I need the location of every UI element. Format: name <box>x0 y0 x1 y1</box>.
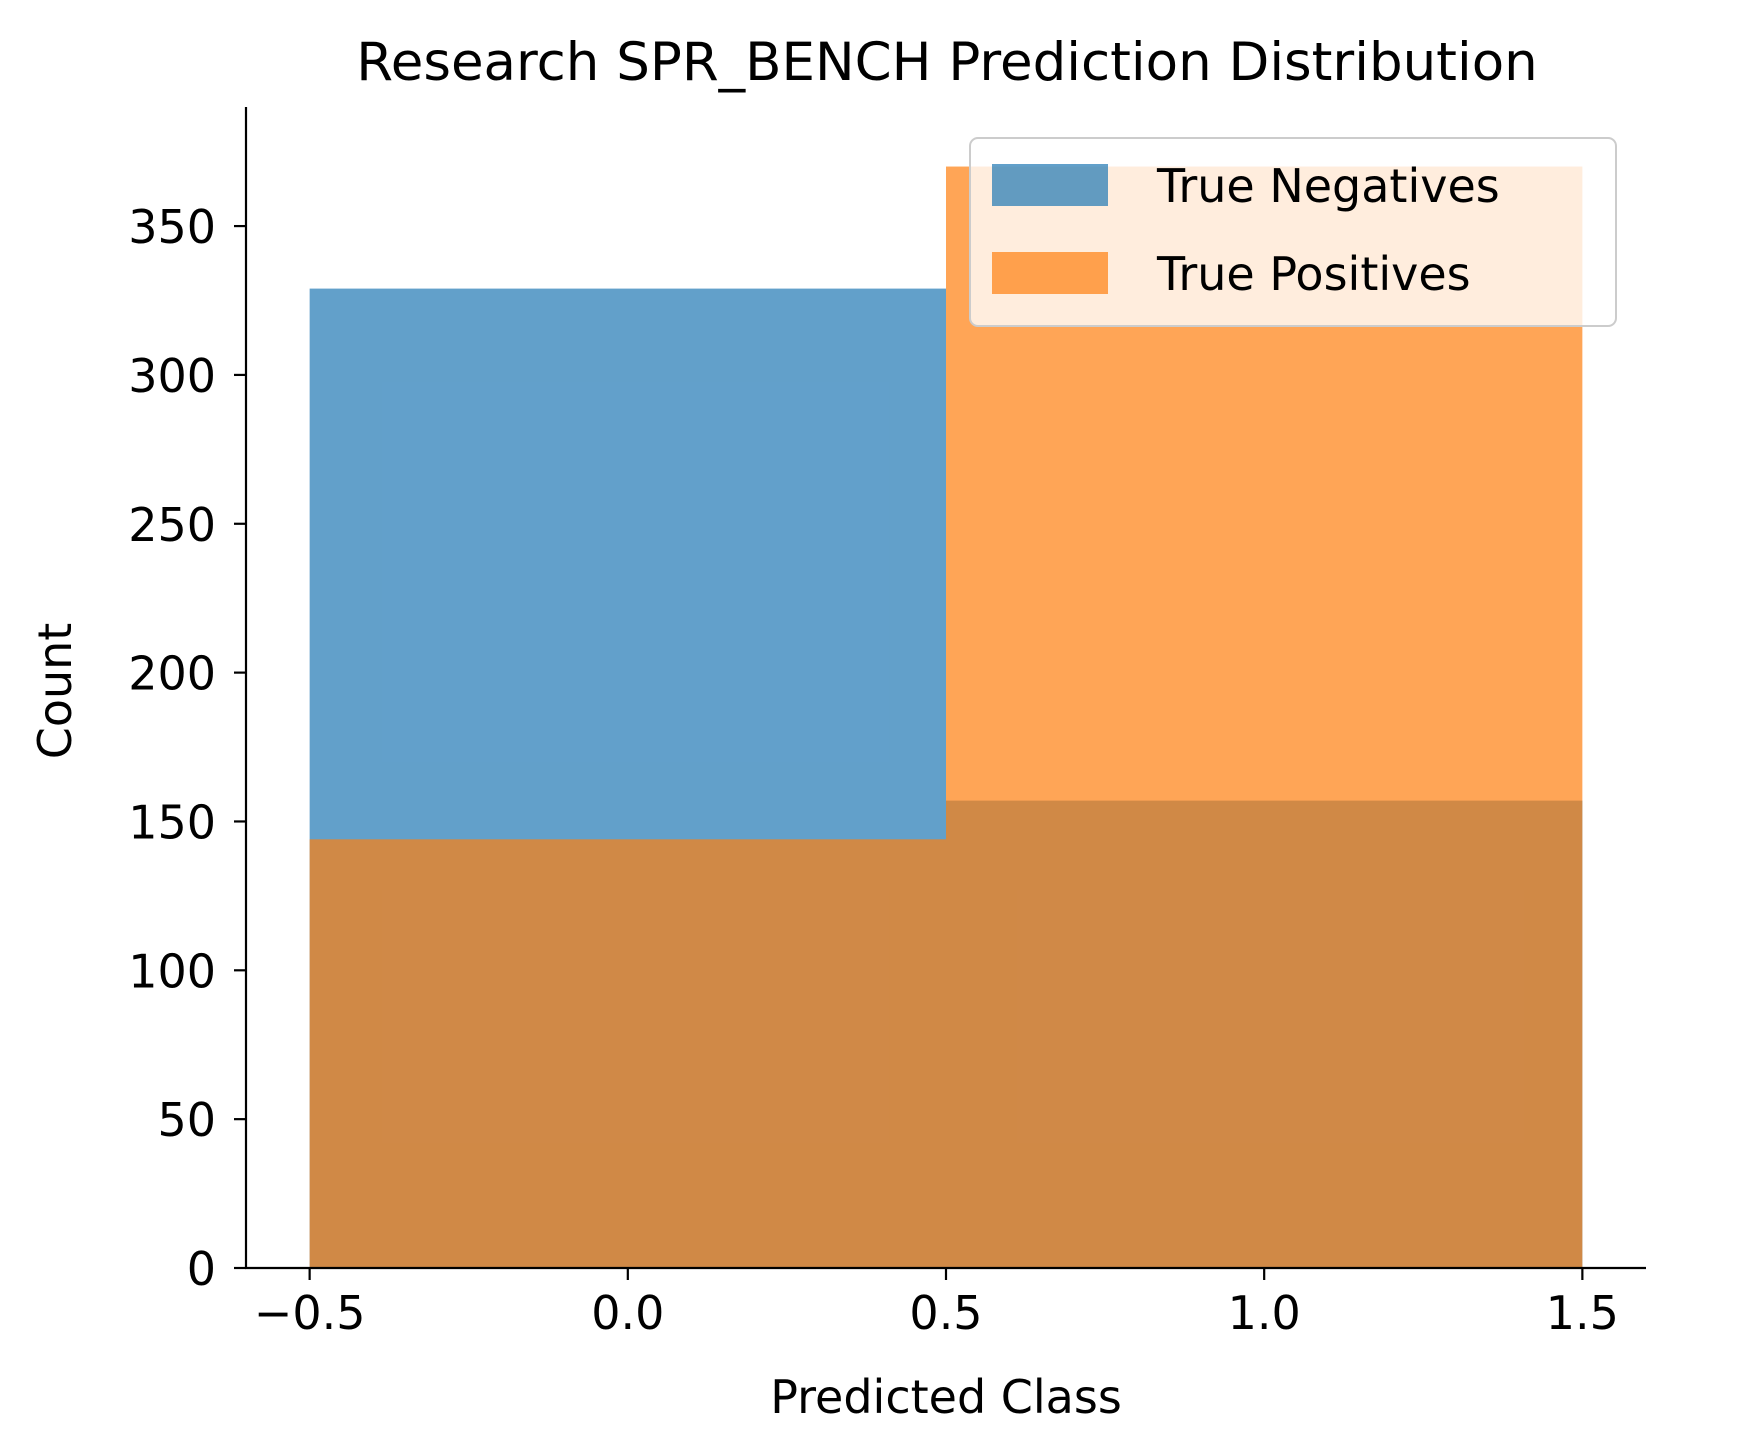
x-tick-label: 1.0 <box>1228 1286 1301 1340</box>
legend-swatch-true-positives <box>992 252 1108 294</box>
chart-title: Research SPR_BENCH Prediction Distributi… <box>356 32 1537 93</box>
x-tick-label: 1.5 <box>1546 1286 1619 1340</box>
x-axis-label: Predicted Class <box>770 1370 1122 1424</box>
x-tick-label: 0.5 <box>909 1286 982 1340</box>
y-tick-label: 350 <box>128 200 216 254</box>
y-tick-label: 150 <box>128 795 216 849</box>
y-tick-label: 300 <box>128 349 216 403</box>
y-tick-label: 0 <box>187 1242 216 1296</box>
x-ticks: −0.5 0.0 0.5 1.0 1.5 <box>254 1268 1619 1340</box>
legend-label-true-negatives: True Negatives <box>1156 159 1500 213</box>
x-tick-label: −0.5 <box>254 1286 366 1340</box>
y-tick-label: 200 <box>128 647 216 701</box>
legend-frame <box>969 137 1617 327</box>
y-tick-label: 100 <box>128 944 216 998</box>
y-tick-label: 250 <box>128 498 216 552</box>
bar-true-positives-bin-0 <box>309 839 946 1268</box>
y-axis-label: Count <box>28 623 82 760</box>
legend-swatch-true-negatives <box>992 164 1108 206</box>
legend-label-true-positives: True Positives <box>1156 247 1471 301</box>
bar-true-positives-bin-1 <box>946 166 1583 1269</box>
bars-group <box>309 166 1583 1269</box>
y-tick-label: 50 <box>157 1093 216 1147</box>
legend: True Negatives True Positives <box>969 137 1617 327</box>
x-tick-label: 0.0 <box>591 1286 664 1340</box>
y-ticks: 0 50 100 150 200 250 300 350 <box>128 200 246 1296</box>
